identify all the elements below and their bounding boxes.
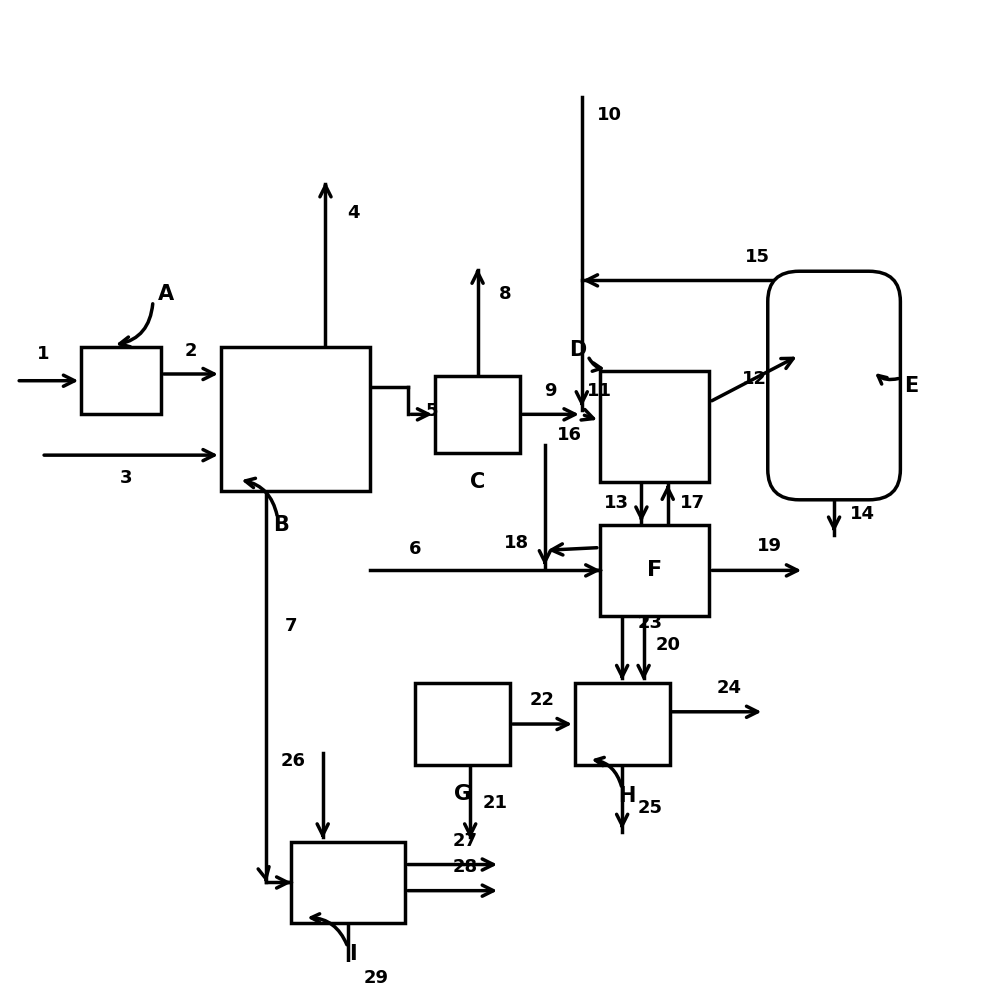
Text: B: B bbox=[273, 515, 289, 535]
Text: E: E bbox=[904, 375, 918, 396]
Bar bbox=[575, 684, 670, 764]
Text: 2: 2 bbox=[185, 342, 197, 360]
Text: 21: 21 bbox=[483, 794, 508, 813]
Text: 20: 20 bbox=[656, 635, 681, 654]
Bar bbox=[221, 347, 370, 492]
Text: 5: 5 bbox=[426, 403, 438, 421]
Text: 11: 11 bbox=[587, 382, 612, 400]
Text: 8: 8 bbox=[499, 286, 512, 303]
Bar bbox=[600, 525, 709, 616]
Bar bbox=[81, 347, 161, 415]
Text: 15: 15 bbox=[745, 248, 770, 266]
Text: 17: 17 bbox=[680, 494, 705, 512]
Text: G: G bbox=[454, 784, 471, 804]
Text: C: C bbox=[470, 472, 485, 492]
Text: 9: 9 bbox=[545, 382, 557, 400]
Text: 7: 7 bbox=[284, 617, 297, 634]
Text: 19: 19 bbox=[757, 538, 782, 556]
Text: 26: 26 bbox=[280, 752, 305, 770]
Text: 16: 16 bbox=[557, 427, 582, 444]
Text: 25: 25 bbox=[638, 799, 663, 818]
Text: 4: 4 bbox=[347, 204, 360, 222]
Bar bbox=[415, 684, 510, 764]
Bar bbox=[435, 376, 520, 453]
Text: 12: 12 bbox=[742, 370, 767, 388]
Text: 14: 14 bbox=[849, 504, 874, 523]
Text: 13: 13 bbox=[604, 494, 629, 512]
FancyBboxPatch shape bbox=[768, 271, 900, 499]
Text: 28: 28 bbox=[453, 858, 478, 876]
Text: H: H bbox=[618, 786, 636, 806]
Text: I: I bbox=[349, 944, 357, 964]
Text: 18: 18 bbox=[504, 534, 530, 552]
Text: A: A bbox=[158, 285, 174, 304]
Bar bbox=[600, 371, 709, 482]
Text: 27: 27 bbox=[453, 831, 478, 849]
Text: D: D bbox=[569, 340, 586, 360]
Text: 23: 23 bbox=[638, 614, 663, 631]
Text: 22: 22 bbox=[530, 691, 555, 709]
Text: 1: 1 bbox=[37, 345, 50, 362]
Text: 3: 3 bbox=[120, 469, 132, 488]
Text: 29: 29 bbox=[363, 969, 388, 985]
Text: F: F bbox=[647, 560, 662, 580]
Bar bbox=[291, 841, 405, 923]
Text: 10: 10 bbox=[597, 105, 622, 124]
Text: 6: 6 bbox=[409, 540, 421, 558]
Text: 24: 24 bbox=[717, 679, 742, 696]
